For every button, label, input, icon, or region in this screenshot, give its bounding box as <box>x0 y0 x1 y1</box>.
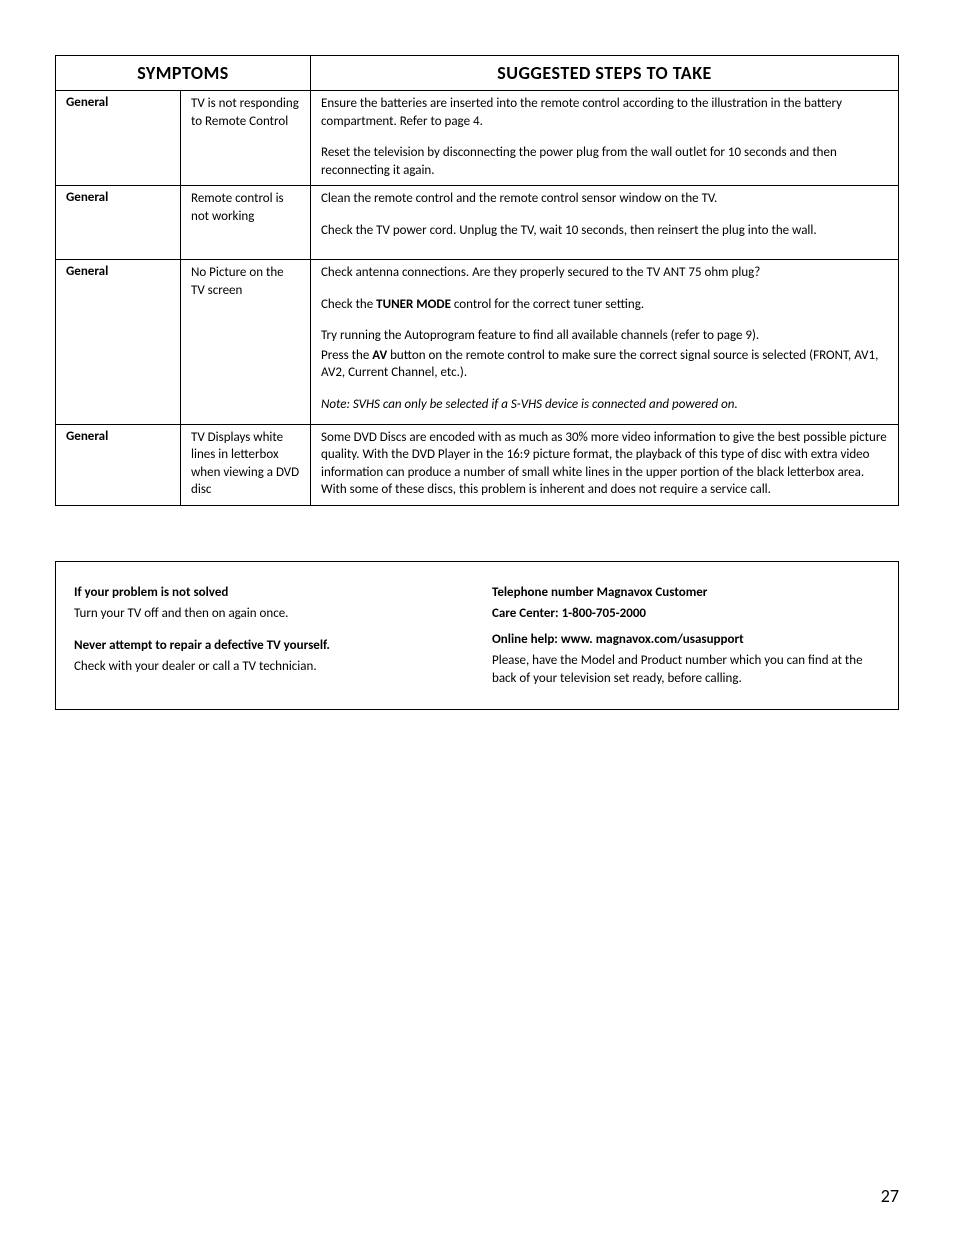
step-text: Clean the remote control and the remote … <box>321 190 888 208</box>
category-cell: General <box>56 186 181 260</box>
info-box: If your problem is not solved Turn your … <box>55 561 899 711</box>
info-text: Check with your dealer or call a TV tech… <box>74 658 462 676</box>
table-row: General TV is not responding to Remote C… <box>56 91 899 186</box>
step-text: Check antenna connections. Are they prop… <box>321 264 888 282</box>
symptom-cell: Remote control is not working <box>181 186 311 260</box>
info-text: Please, have the Model and Product numbe… <box>492 652 880 687</box>
header-steps: SUGGESTED STEPS TO TAKE <box>311 56 899 91</box>
step-note: Note: SVHS can only be selected if a S-V… <box>321 396 888 414</box>
table-row: General Remote control is not working Cl… <box>56 186 899 260</box>
step-text: Press the AV button on the remote contro… <box>321 347 888 382</box>
steps-cell: Ensure the batteries are inserted into t… <box>311 91 899 186</box>
symptom-cell: TV is not responding to Remote Control <box>181 91 311 186</box>
table-row: General TV Displays white lines in lette… <box>56 424 899 505</box>
step-text: Check the TUNER MODE control for the cor… <box>321 296 888 314</box>
table-header-row: SYMPTOMS SUGGESTED STEPS TO TAKE <box>56 56 899 91</box>
info-heading: Never attempt to repair a defective TV y… <box>74 637 462 655</box>
page-number: 27 <box>881 1185 899 1207</box>
steps-cell: Check antenna connections. Are they prop… <box>311 260 899 424</box>
category-cell: General <box>56 260 181 424</box>
steps-cell: Clean the remote control and the remote … <box>311 186 899 260</box>
info-heading: Care Center: 1-800-705-2000 <box>492 605 880 623</box>
info-heading: Online help: www. magnavox.com/usasuppor… <box>492 631 880 649</box>
category-cell: General <box>56 424 181 505</box>
info-heading: If your problem is not solved <box>74 584 462 602</box>
info-heading: Telephone number Magnavox Customer <box>492 584 880 602</box>
step-text: Ensure the batteries are inserted into t… <box>321 95 888 130</box>
category-cell: General <box>56 91 181 186</box>
info-text: Turn your TV off and then on again once. <box>74 605 462 623</box>
step-text: Try running the Autoprogram feature to f… <box>321 327 888 345</box>
table-row: General No Picture on the TV screen Chec… <box>56 260 899 424</box>
step-text: Some DVD Discs are encoded with as much … <box>321 429 888 499</box>
symptom-cell: No Picture on the TV screen <box>181 260 311 424</box>
info-right-column: Telephone number Magnavox Customer Care … <box>492 584 880 692</box>
symptom-cell: TV Displays white lines in letterbox whe… <box>181 424 311 505</box>
step-text: Check the TV power cord. Unplug the TV, … <box>321 222 888 240</box>
info-left-column: If your problem is not solved Turn your … <box>74 584 462 692</box>
steps-cell: Some DVD Discs are encoded with as much … <box>311 424 899 505</box>
header-symptoms: SYMPTOMS <box>56 56 311 91</box>
troubleshooting-table: SYMPTOMS SUGGESTED STEPS TO TAKE General… <box>55 55 899 506</box>
step-text: Reset the television by disconnecting th… <box>321 144 888 179</box>
